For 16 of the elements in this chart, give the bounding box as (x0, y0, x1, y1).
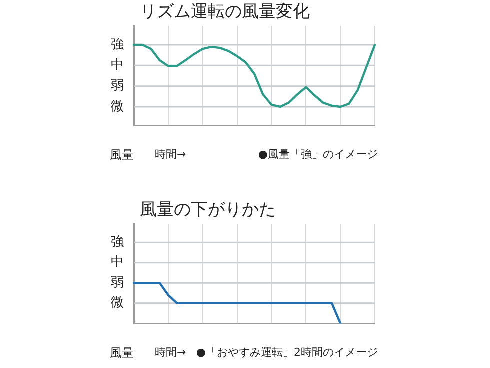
text: ●「おやすみ運転」2時間のイメージ (196, 345, 378, 360)
x-axis-title: 時間→ (155, 147, 186, 162)
ref-line-label: 強 (111, 37, 124, 52)
ref-line-label: 中 (111, 255, 124, 270)
ref-line-label: 微 (111, 296, 124, 311)
chart-title: 風量の下がりかた (140, 199, 276, 221)
ref-line-label: 微 (111, 99, 124, 114)
y-axis-title: 風量 (110, 345, 134, 362)
x-axis-title: 時間→ (155, 345, 186, 360)
ref-line-label: 中 (111, 58, 124, 73)
ref-line-label: 弱 (111, 78, 124, 94)
chart-title: リズム運転の風量変化 (140, 1, 310, 23)
y-axis-title: 風量 (110, 147, 134, 164)
ref-line-label: 弱 (111, 275, 124, 290)
ref-line-label: 強 (111, 235, 124, 250)
text: ●風量「強」のイメージ (258, 147, 378, 162)
